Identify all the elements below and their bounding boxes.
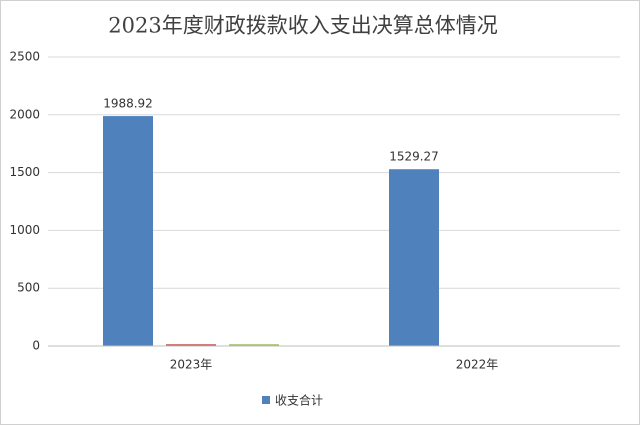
bar	[103, 116, 153, 347]
chart-title: 2023年度财政拨款收入支出决算总体情况	[108, 14, 497, 38]
x-tick-label: 2023年	[170, 358, 213, 372]
data-label: 1529.27	[389, 150, 439, 164]
data-label: 1988.92	[103, 97, 153, 111]
y-tick-label: 2000	[9, 107, 40, 121]
y-tick-label: 2500	[9, 50, 40, 64]
y-tick-label: 1000	[9, 223, 40, 237]
bar	[166, 344, 216, 346]
legend-swatch	[262, 396, 270, 404]
x-tick-label: 2022年	[456, 358, 499, 372]
bar	[229, 344, 279, 346]
y-tick-label: 500	[17, 281, 40, 295]
y-tick-label: 1500	[9, 165, 40, 179]
legend-label: 收支合计	[275, 393, 323, 408]
y-tick-label: 0	[32, 339, 40, 353]
bar	[389, 169, 439, 346]
